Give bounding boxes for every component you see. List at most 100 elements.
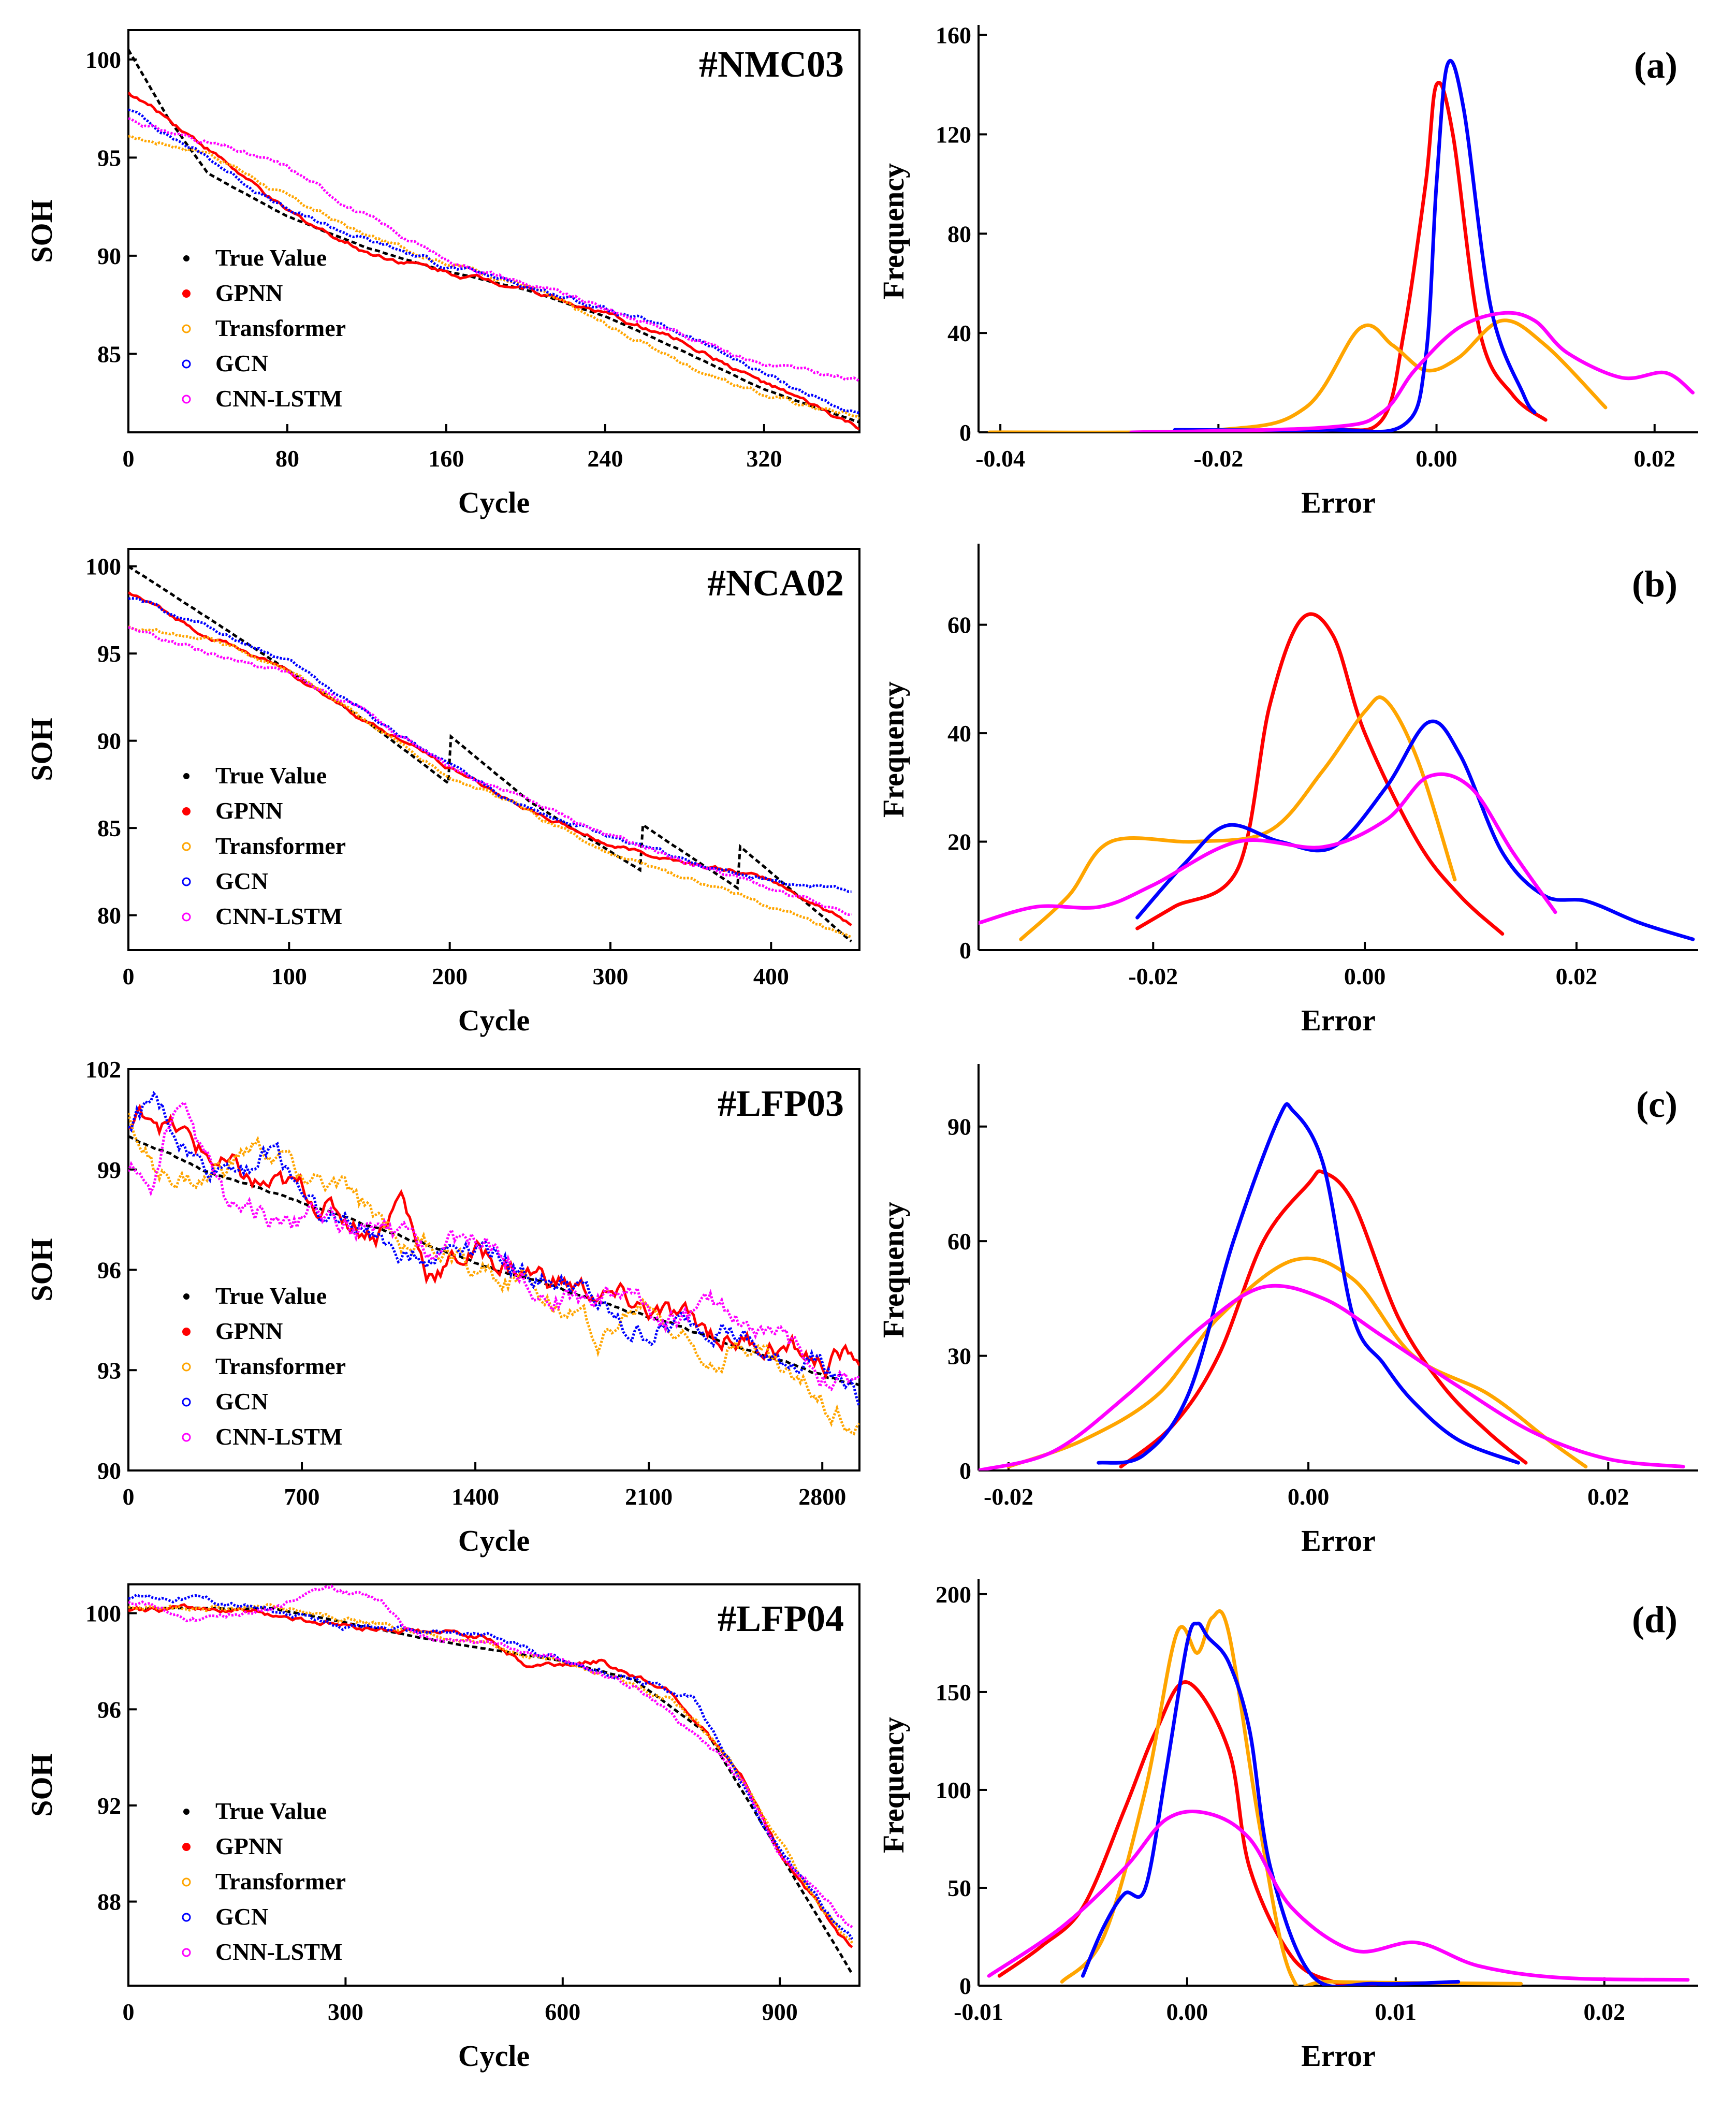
y-tick-label: 100 bbox=[85, 1600, 121, 1627]
x-tick-label: 200 bbox=[432, 963, 468, 989]
series-line-gpnn bbox=[128, 1603, 853, 1948]
x-tick-label: 2100 bbox=[625, 1483, 673, 1510]
legend-label: GPNN bbox=[215, 1833, 283, 1859]
y-axis-label: SOH bbox=[25, 1238, 59, 1302]
y-tick-label: 96 bbox=[97, 1257, 121, 1284]
legend-marker bbox=[182, 1877, 191, 1887]
legend-label: True Value bbox=[215, 1798, 327, 1824]
y-tick-label: 150 bbox=[936, 1679, 971, 1706]
x-tick-label: 0.00 bbox=[1166, 1999, 1208, 2025]
chart-panel-3: 0 100 200 300 400 80 85 90 95 100 Cycle SOH #NCA02 Tr… bbox=[25, 548, 860, 1037]
legend-item-true-value: True Value bbox=[183, 762, 327, 789]
legend-label: GPNN bbox=[215, 280, 283, 306]
legend-item-transformer: Transformer bbox=[182, 315, 346, 341]
y-axis-label: Frequency bbox=[877, 681, 910, 818]
legend-item-gpnn: GPNN bbox=[182, 1833, 283, 1859]
y-tick-label: 60 bbox=[947, 612, 971, 638]
legend-item-gcn: GCN bbox=[182, 1903, 268, 1930]
y-tick-label: 96 bbox=[97, 1696, 121, 1723]
x-tick-label: 0.00 bbox=[1416, 445, 1457, 472]
x-tick-label: 0.00 bbox=[1288, 1483, 1330, 1510]
legend-marker bbox=[182, 359, 191, 369]
panel-tag: (a) bbox=[1634, 45, 1677, 86]
panel-tag: (c) bbox=[1636, 1084, 1677, 1125]
chart-panel-4: -0.02 0.00 0.02 0 20 40 60 Error Frequency (b) bbox=[877, 544, 1698, 1037]
x-tick-label: 0.02 bbox=[1583, 1999, 1625, 2025]
plot-area bbox=[128, 565, 853, 943]
legend-item-transformer: Transformer bbox=[182, 833, 346, 859]
y-axis-label: Frequency bbox=[877, 1717, 910, 1853]
kde-curve-cnn-lstm bbox=[979, 1284, 1685, 1470]
y-tick-label: 40 bbox=[947, 320, 971, 346]
chart-panel-7: 0 300 600 900 88 92 96 100 Cycle SOH #LFP04 True Va… bbox=[25, 1583, 860, 2073]
legend-label: CNN-LSTM bbox=[215, 903, 342, 929]
legend-label: CNN-LSTM bbox=[215, 1423, 342, 1450]
y-tick-label: 30 bbox=[947, 1343, 971, 1370]
legend-item-cnn-lstm: CNN-LSTM bbox=[182, 1939, 342, 1965]
x-tick-label: 300 bbox=[328, 1999, 363, 2025]
legend-marker bbox=[183, 773, 189, 779]
legend-marker bbox=[183, 1809, 189, 1815]
x-tick-label: 2800 bbox=[798, 1483, 846, 1510]
y-axis-label: Frequency bbox=[877, 163, 910, 299]
legend-item-true-value: True Value bbox=[183, 1283, 327, 1309]
kde-curve-cnn-lstm bbox=[979, 772, 1557, 925]
legend-label: GCN bbox=[215, 350, 268, 376]
legend-item-gcn: GCN bbox=[182, 350, 268, 376]
legend-item-gcn: GCN bbox=[182, 1388, 268, 1415]
legend-label: Transformer bbox=[215, 1868, 346, 1895]
series-line-gcn bbox=[128, 1090, 859, 1408]
legend-marker bbox=[182, 395, 191, 404]
legend-marker bbox=[182, 1913, 191, 1922]
series-line-transformer bbox=[128, 1113, 859, 1436]
x-axis-label: Error bbox=[1301, 486, 1376, 519]
panel-title: #NMC03 bbox=[699, 43, 844, 85]
kde-curve-gcn bbox=[1173, 59, 1537, 432]
y-tick-label: 0 bbox=[959, 1973, 971, 1999]
legend-marker bbox=[182, 1362, 191, 1372]
x-tick-label: 0.02 bbox=[1587, 1483, 1629, 1510]
x-tick-label: -0.04 bbox=[975, 445, 1025, 472]
panel-tag: (b) bbox=[1632, 563, 1677, 605]
kde-curve-gcn bbox=[1097, 1102, 1520, 1465]
series-line-gpnn bbox=[128, 91, 859, 430]
y-tick-label: 40 bbox=[947, 720, 971, 747]
y-tick-label: 80 bbox=[947, 221, 971, 247]
kde-curve-gpnn bbox=[997, 1680, 1377, 1986]
y-tick-label: 92 bbox=[97, 1793, 121, 1819]
chart-panel-8: -0.01 0.00 0.01 0.02 0 50 100 150 200 Error Freque… bbox=[877, 1579, 1698, 2073]
x-tick-label: 300 bbox=[592, 963, 628, 989]
x-tick-label: -0.01 bbox=[954, 1999, 1003, 2025]
series-line-true-value bbox=[128, 49, 859, 424]
x-tick-label: 320 bbox=[746, 445, 782, 472]
kde-curve-transformer bbox=[1019, 695, 1457, 941]
plot-frame bbox=[127, 548, 860, 951]
legend-item-transformer: Transformer bbox=[182, 1353, 346, 1379]
y-tick-label: 20 bbox=[947, 829, 971, 855]
y-tick-label: 100 bbox=[85, 554, 121, 580]
y-tick-label: 90 bbox=[97, 1458, 121, 1484]
plot-frame bbox=[127, 1583, 860, 1987]
y-tick-label: 60 bbox=[947, 1228, 971, 1255]
legend-marker bbox=[183, 255, 189, 261]
x-tick-label: 100 bbox=[271, 963, 307, 989]
series-line-gpnn bbox=[128, 1103, 859, 1380]
legend-marker bbox=[182, 1328, 191, 1336]
y-tick-label: 85 bbox=[97, 341, 121, 367]
legend-label: GCN bbox=[215, 1903, 268, 1930]
y-tick-label: 93 bbox=[97, 1357, 121, 1383]
chart-panel-1: 0 80 160 240 320 85 90 95 100 Cycle SOH #NMC03 True … bbox=[25, 29, 860, 519]
x-tick-label: 160 bbox=[428, 445, 464, 472]
x-axis-label: Cycle bbox=[458, 2039, 530, 2073]
y-tick-label: 90 bbox=[947, 1114, 971, 1140]
plot-area bbox=[979, 612, 1695, 941]
kde-curve-cnn-lstm bbox=[987, 1809, 1690, 1982]
legend-item-cnn-lstm: CNN-LSTM bbox=[182, 1423, 342, 1450]
legend-marker bbox=[182, 877, 191, 886]
x-tick-label: 900 bbox=[762, 1999, 798, 2025]
legend-marker bbox=[182, 289, 191, 298]
legend-marker bbox=[182, 842, 191, 851]
y-axis-label: SOH bbox=[25, 1753, 59, 1817]
y-tick-label: 0 bbox=[959, 937, 971, 964]
series-line-gcn bbox=[128, 596, 852, 893]
